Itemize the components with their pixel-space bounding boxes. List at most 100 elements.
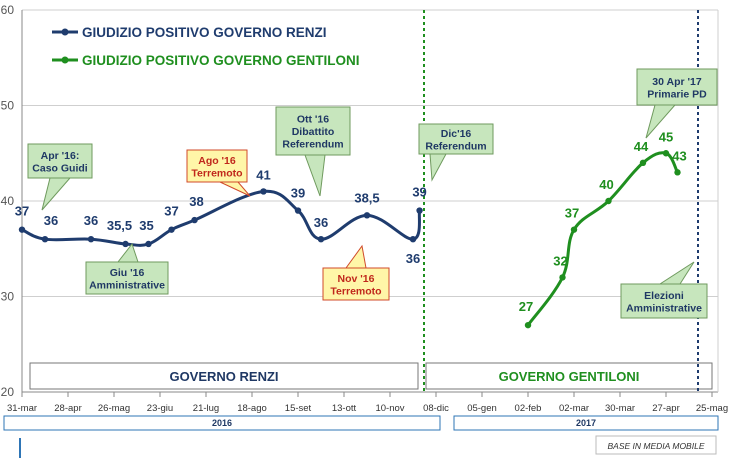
data-point — [662, 150, 670, 157]
data-label: 37 — [565, 206, 579, 221]
callout-box — [85, 261, 169, 295]
callout-pointer — [429, 153, 447, 182]
callout-box — [275, 106, 351, 156]
callout-text: Nov '16 Terremoto — [330, 273, 381, 298]
callout-box — [620, 283, 708, 319]
data-label: 32 — [553, 253, 567, 268]
callout-pointer — [41, 177, 72, 211]
data-point — [524, 321, 532, 329]
annotation-callout: Giu '16 Amministrative — [85, 242, 169, 295]
data-label: 45 — [659, 129, 673, 144]
data-label: 37 — [15, 204, 29, 219]
callout-box — [322, 267, 390, 301]
year-band — [3, 415, 441, 431]
callout-text: Giu '16 Amministrative — [89, 267, 165, 292]
callout-box — [636, 68, 718, 106]
x-tick-label: 05-gen — [467, 403, 497, 414]
data-label: 39 — [291, 186, 305, 201]
annotation-callout: Ott '16 Dibattito Referendum — [275, 106, 351, 197]
year-label: 2016 — [212, 418, 232, 428]
x-tick-label: 02-mar — [559, 403, 589, 414]
y-tick-label: 60 — [1, 3, 15, 17]
data-point — [87, 236, 95, 243]
annotation-callout: 30 Apr '17 Primarie PD — [636, 68, 718, 139]
data-point — [145, 240, 152, 248]
x-tick-label: 23-giu — [147, 403, 173, 414]
callout-box — [186, 149, 248, 183]
x-tick-label: 28-apr — [54, 403, 81, 414]
period-box — [29, 362, 419, 390]
x-tick-label: 15-set — [285, 403, 312, 414]
data-label: 41 — [256, 167, 270, 182]
annotation-callout: Dic'16 Referendum — [418, 123, 494, 182]
data-point — [363, 212, 371, 219]
data-point — [18, 226, 26, 233]
data-point — [674, 169, 681, 176]
note-text: BASE IN MEDIA MOBILE — [608, 441, 705, 451]
data-point — [294, 207, 302, 214]
callout-pointer — [116, 242, 139, 263]
annotation-callout: Elezioni Amministrative — [620, 261, 708, 319]
x-tick-label: 25-mag — [696, 403, 728, 414]
callout-text: Ott '16 Dibattito Referendum — [282, 114, 343, 151]
callout-box — [418, 123, 494, 155]
data-point — [41, 236, 49, 243]
data-label: 27 — [519, 299, 533, 314]
data-point — [559, 274, 566, 281]
x-tick-label: 13-ott — [332, 403, 357, 414]
callout-box — [27, 143, 93, 179]
x-tick-label: 21-lug — [193, 403, 219, 414]
data-point — [570, 226, 578, 233]
y-tick-label: 50 — [1, 99, 15, 113]
legend-marker — [61, 56, 69, 64]
x-tick-label: 30-mar — [605, 403, 635, 414]
data-point — [317, 236, 325, 243]
data-label: 36 — [44, 213, 58, 228]
legend-entry: GIUDIZIO POSITIVO GOVERNO GENTILONI — [82, 53, 360, 68]
data-point — [191, 216, 198, 224]
annotation-callout: Ago '16 Terremoto — [186, 149, 251, 197]
data-label: 35 — [139, 218, 153, 233]
callout-text: Ago '16 Terremoto — [191, 155, 242, 180]
callout-pointer — [304, 154, 326, 197]
callout-text: Apr '16: Caso Guidi — [32, 150, 88, 175]
data-point — [168, 226, 175, 233]
legend-entry: GIUDIZIO POSITIVO GOVERNO RENZI — [82, 25, 327, 40]
x-tick-label: 08-dic — [423, 403, 449, 414]
note-box — [595, 435, 717, 455]
y-tick-label: 40 — [1, 194, 15, 208]
data-label: 36 — [406, 251, 420, 266]
data-label: 38,5 — [354, 190, 379, 205]
callout-pointer — [658, 261, 695, 285]
annotation-callout: Apr '16: Caso Guidi — [27, 143, 93, 211]
x-tick-label: 10-nov — [375, 403, 404, 414]
data-point — [605, 197, 612, 205]
data-label: 39 — [412, 185, 426, 200]
period-box — [425, 362, 713, 390]
data-point — [409, 236, 417, 243]
x-tick-label: 18-ago — [237, 403, 267, 414]
data-label: 36 — [314, 215, 328, 230]
year-band — [453, 415, 719, 431]
callout-pointer — [219, 181, 251, 197]
data-label: 43 — [672, 148, 686, 163]
data-label: 38 — [189, 194, 203, 209]
callout-text: Dic'16 Referendum — [425, 128, 486, 153]
data-label: 36 — [84, 213, 98, 228]
x-tick-label: 27-apr — [652, 403, 679, 414]
x-tick-label: 31-mar — [7, 403, 37, 414]
data-point — [416, 207, 423, 214]
x-tick-label: 02-feb — [515, 403, 542, 414]
data-label: 35,5 — [107, 218, 132, 233]
legend-marker — [61, 28, 69, 36]
annotation-callout: Nov '16 Terremoto — [322, 244, 390, 301]
data-label: 37 — [164, 204, 178, 219]
callout-text: Elezioni Amministrative — [626, 290, 702, 315]
period-label: GOVERNO GENTILONI — [499, 369, 640, 384]
period-label: GOVERNO RENZI — [169, 369, 278, 384]
data-label: 44 — [634, 139, 649, 154]
y-tick-label: 30 — [1, 290, 15, 304]
data-point — [260, 188, 267, 195]
callout-text: 30 Apr '17 Primarie PD — [647, 76, 707, 101]
